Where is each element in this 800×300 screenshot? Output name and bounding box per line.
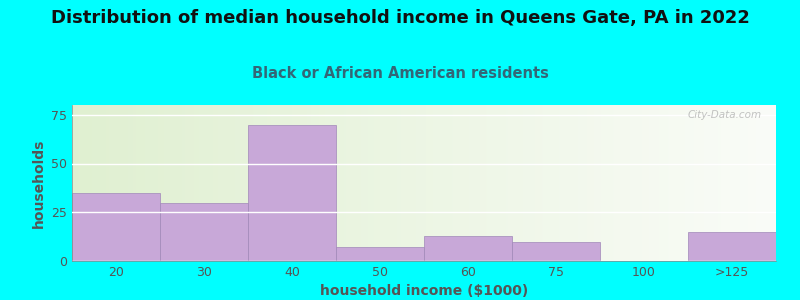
Text: Black or African American residents: Black or African American residents — [251, 66, 549, 81]
X-axis label: household income ($1000): household income ($1000) — [320, 284, 528, 298]
Bar — [160, 202, 248, 261]
Bar — [424, 236, 512, 261]
Bar — [688, 232, 776, 261]
Text: City-Data.com: City-Data.com — [688, 110, 762, 120]
Y-axis label: households: households — [31, 138, 46, 228]
Bar — [336, 247, 424, 261]
Bar — [512, 242, 600, 261]
Bar — [248, 124, 336, 261]
Bar — [72, 193, 160, 261]
Text: Distribution of median household income in Queens Gate, PA in 2022: Distribution of median household income … — [50, 9, 750, 27]
